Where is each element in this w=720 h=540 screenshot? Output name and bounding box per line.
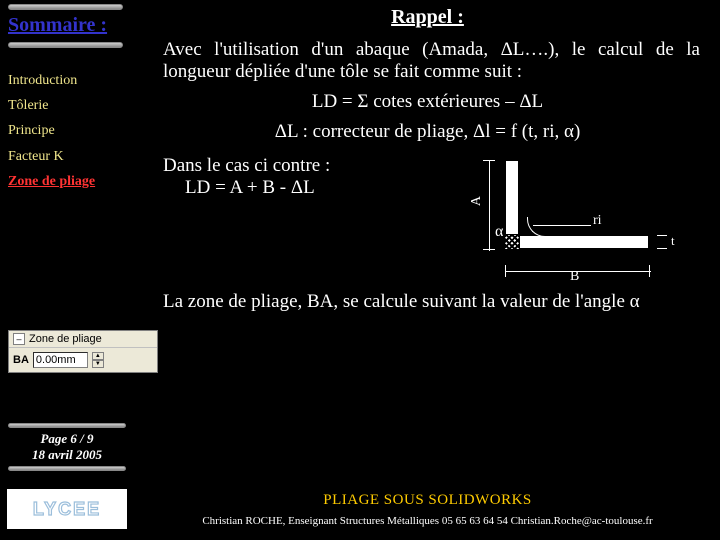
diagram-bend-zone xyxy=(505,235,519,249)
bend-zone-widget: – Zone de pliage BA ▲ ▼ xyxy=(8,330,158,373)
main-content: Rappel : Avec l'utilisation d'un abaque … xyxy=(135,0,720,495)
diagram-horizontal-bar xyxy=(519,235,649,249)
page-date: 18 avril 2005 xyxy=(8,447,126,463)
divider xyxy=(8,42,123,48)
page-info: Page 6 / 9 18 avril 2005 xyxy=(8,420,126,474)
footer: PLIAGE SOUS SOLIDWORKS Christian ROCHE, … xyxy=(135,490,720,540)
dimension-t xyxy=(657,235,667,249)
paragraph-intro: Avec l'utilisation d'un abaque (Amada, Δ… xyxy=(163,39,700,83)
formula-dl: ΔL : correcteur de pliage, Δl = f (t, ri… xyxy=(135,121,720,143)
nav-item-zone-de-pliage[interactable]: Zone de pliage xyxy=(8,169,95,194)
case-text: Dans le cas ci contre : LD = A + B - ΔL xyxy=(135,155,395,285)
widget-header[interactable]: – Zone de pliage xyxy=(9,331,157,348)
footer-author: Christian ROCHE, Enseignant Structures M… xyxy=(135,513,720,529)
label-t: t xyxy=(671,233,675,249)
bend-diagram: A B t α ri xyxy=(395,155,695,285)
divider xyxy=(8,4,123,10)
sidebar-title[interactable]: Sommaire : xyxy=(8,14,107,37)
paragraph-ba: La zone de pliage, BA, se calcule suivan… xyxy=(163,291,700,313)
case-line2: LD = A + B - ΔL xyxy=(163,177,395,199)
page-number: Page 6 / 9 xyxy=(8,431,126,447)
divider xyxy=(8,423,126,428)
nav-item-facteur-k[interactable]: Facteur K xyxy=(8,144,95,169)
widget-body: BA ▲ ▼ xyxy=(9,348,157,372)
nav-item-principe[interactable]: Principe xyxy=(8,118,95,143)
footer-title: PLIAGE SOUS SOLIDWORKS xyxy=(135,492,720,509)
nav-item-introduction[interactable]: Introduction xyxy=(8,68,95,93)
label-alpha: α xyxy=(495,223,503,241)
diagram-vertical-bar xyxy=(505,160,519,235)
ba-label: BA xyxy=(13,354,29,366)
diagram-ri-arc xyxy=(527,217,547,237)
label-a: A xyxy=(469,196,485,206)
formula-ld: LD = Σ cotes extérieures – ΔL xyxy=(135,91,720,113)
label-ri: ri xyxy=(593,213,602,229)
main-title: Rappel : xyxy=(135,6,720,29)
nav-list: Introduction Tôlerie Principe Facteur K … xyxy=(8,68,95,194)
logo: LYCEE xyxy=(6,488,128,530)
diagram-ri-leader xyxy=(533,225,591,226)
collapse-icon[interactable]: – xyxy=(13,333,25,345)
ba-input[interactable] xyxy=(33,352,88,368)
spin-buttons: ▲ ▼ xyxy=(92,352,104,368)
case-row: Dans le cas ci contre : LD = A + B - ΔL … xyxy=(135,155,720,285)
nav-item-tolerie[interactable]: Tôlerie xyxy=(8,93,95,118)
widget-title: Zone de pliage xyxy=(29,333,102,345)
logo-text: LYCEE xyxy=(33,499,101,520)
spin-down-icon[interactable]: ▼ xyxy=(92,360,104,368)
label-b: B xyxy=(570,269,579,285)
divider xyxy=(8,466,126,471)
case-line1: Dans le cas ci contre : xyxy=(163,155,395,177)
spin-up-icon[interactable]: ▲ xyxy=(92,352,104,360)
